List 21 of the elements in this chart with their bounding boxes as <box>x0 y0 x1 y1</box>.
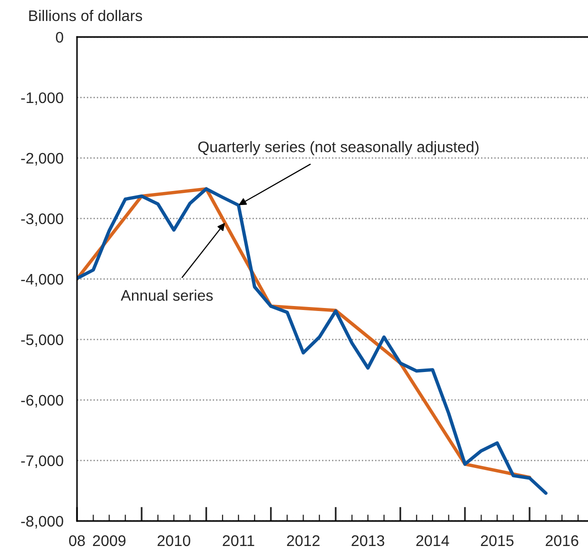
y-tick-label: -2,000 <box>21 152 64 166</box>
x-tick-label: 2009 <box>93 535 126 546</box>
x-tick-label: 2016 <box>546 535 578 546</box>
x-tick-label: 08 <box>69 535 85 546</box>
x-tick-label: 2014 <box>416 535 450 546</box>
annotation: Annual series <box>120 290 213 301</box>
y-tick-label: -5,000 <box>21 334 64 347</box>
y-tick-label: -7,000 <box>21 455 64 468</box>
x-tick-label: 2013 <box>352 535 384 546</box>
y-tick-label: -6,000 <box>21 394 64 408</box>
y-tick-label: -4,000 <box>21 274 64 286</box>
x-tick-label: 2011 <box>222 535 254 546</box>
x-tick-label: 2015 <box>480 535 514 546</box>
x-tick-label: 2010 <box>158 535 190 546</box>
y-tick-label: -3,000 <box>21 213 64 226</box>
y-tick-label: -1,000 <box>21 92 64 105</box>
annotation: Quarterly series (not seasonally adjusted) <box>198 141 479 156</box>
y-tick-label: 0 <box>56 32 64 43</box>
x-tick-label: 2012 <box>287 535 320 546</box>
y-tick-label: -8,000 <box>21 516 64 528</box>
y-axis-title: Billions of dollars <box>29 10 142 22</box>
